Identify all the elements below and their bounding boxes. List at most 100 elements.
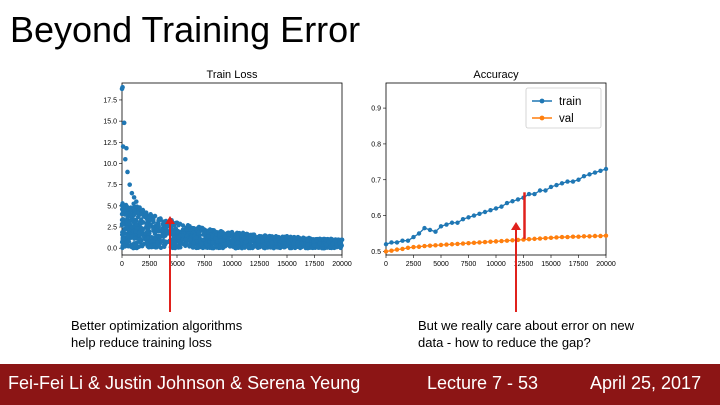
loss-point xyxy=(235,240,241,245)
series-point-val xyxy=(565,234,570,240)
series-point-train xyxy=(554,182,559,188)
loss-point xyxy=(187,237,193,243)
series-point-train xyxy=(471,213,477,218)
series-point-val xyxy=(422,243,427,249)
loss-point xyxy=(151,217,156,223)
series-point-val xyxy=(455,241,460,247)
x-tick-label: 12500 xyxy=(514,261,534,267)
loss-point xyxy=(288,234,293,240)
x-tick-label: 5000 xyxy=(433,261,449,267)
series-point-val xyxy=(587,234,592,239)
series-point-val xyxy=(548,235,554,240)
x-tick-label: 20000 xyxy=(596,261,616,267)
loss-data-point xyxy=(295,234,301,240)
series-point-val xyxy=(504,238,510,243)
y-tick-label: 17.5 xyxy=(103,97,117,104)
series-point-val xyxy=(400,246,405,252)
train-loss-chart: Train Loss 0 2500 5000 7500 10000 12500 15000 17… xyxy=(103,69,351,267)
loss-point xyxy=(146,225,151,231)
left-caption-line-1: Better optimization algorithms xyxy=(71,318,243,333)
loss-data-point xyxy=(148,212,153,217)
loss-point xyxy=(180,223,186,228)
series-point-train xyxy=(438,224,444,229)
series-point-val xyxy=(554,235,559,240)
loss-point xyxy=(122,244,128,249)
loss-point xyxy=(262,245,268,251)
y-tick-label: 15.0 xyxy=(103,119,117,126)
loss-point xyxy=(243,239,249,245)
series-point-val xyxy=(444,242,449,247)
footer-authors: Fei-Fei Li & Justin Johnson & Serena Yeu… xyxy=(8,373,361,393)
series-point-val xyxy=(592,233,598,239)
series-point-train xyxy=(598,168,603,173)
loss-point xyxy=(206,234,211,239)
loss-data-point xyxy=(229,229,235,235)
series-point-val xyxy=(438,242,444,248)
series-point-val xyxy=(389,248,394,253)
loss-data-point xyxy=(129,190,135,196)
accuracy-chart: Accuracy 0 2500 5000 7500 10000 12500 15000 1750… xyxy=(371,69,616,267)
loss-point xyxy=(269,240,274,246)
series-point-val xyxy=(416,244,422,249)
loss-point xyxy=(280,237,285,242)
series-point-val xyxy=(603,233,609,238)
series-point-train xyxy=(400,238,405,243)
y-tick-label: 7.5 xyxy=(107,182,117,189)
loss-point xyxy=(140,220,146,225)
footer-bar: Fei-Fei Li & Justin Johnson & Serena Yeu… xyxy=(0,364,720,405)
loss-point xyxy=(133,229,138,234)
loss-point xyxy=(135,214,141,220)
loss-point xyxy=(184,233,190,238)
series-point-train xyxy=(449,220,455,225)
loss-point xyxy=(281,241,287,246)
loss-data-point xyxy=(124,145,129,151)
loss-point xyxy=(145,235,151,241)
right-caption-line-1: But we really care about error on new xyxy=(418,318,635,333)
loss-point xyxy=(209,245,215,251)
series-point-train xyxy=(460,216,466,222)
legend-label-train: train xyxy=(559,96,581,108)
loss-data-point xyxy=(196,224,202,230)
loss-point xyxy=(120,237,126,242)
loss-data-point xyxy=(328,236,334,242)
loss-point xyxy=(246,245,252,251)
loss-data-point xyxy=(131,195,137,200)
legend-marker-train xyxy=(539,98,545,104)
loss-point xyxy=(252,242,257,248)
loss-point xyxy=(226,236,231,241)
loss-point xyxy=(126,244,131,249)
loss-data-point xyxy=(125,169,130,175)
series-point-train xyxy=(510,199,515,204)
chart-title: Accuracy xyxy=(473,69,519,81)
series-point-train xyxy=(504,200,510,206)
y-tick-label: 0.0 xyxy=(107,246,117,253)
loss-point xyxy=(233,245,238,251)
series-point-train xyxy=(565,179,570,184)
series-point-train xyxy=(603,166,609,172)
loss-point xyxy=(218,238,223,244)
chart-title: Train Loss xyxy=(207,69,258,81)
loss-point xyxy=(291,241,296,246)
x-tick-label: 7500 xyxy=(461,261,477,267)
series-point-val xyxy=(411,244,416,250)
series-point-val xyxy=(581,234,587,239)
loss-point xyxy=(248,236,253,241)
loss-data-point xyxy=(158,216,163,221)
loss-point-cloud xyxy=(119,201,345,251)
loss-point xyxy=(315,244,320,250)
loss-point xyxy=(182,237,188,242)
loss-point xyxy=(205,230,210,235)
x-tick-label: 12500 xyxy=(250,261,270,267)
series-point-train xyxy=(581,173,587,179)
loss-point xyxy=(161,242,167,248)
y-tick-label: 0.6 xyxy=(371,213,381,220)
y-tick-label: 2.5 xyxy=(107,225,117,232)
loss-point xyxy=(136,244,142,249)
series-point-val xyxy=(471,240,477,246)
loss-point xyxy=(255,237,261,243)
loss-point xyxy=(242,244,248,249)
x-tick-label: 10000 xyxy=(486,261,506,267)
loss-point xyxy=(201,231,207,237)
loss-point xyxy=(259,243,265,248)
series-point-val xyxy=(433,243,438,248)
